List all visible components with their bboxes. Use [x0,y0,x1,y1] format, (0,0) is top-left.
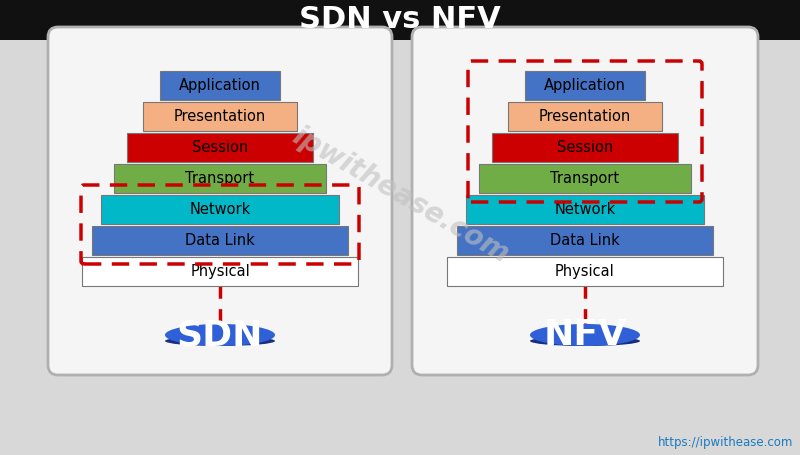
FancyBboxPatch shape [143,102,297,131]
FancyBboxPatch shape [127,133,313,162]
Text: Presentation: Presentation [174,109,266,124]
FancyBboxPatch shape [92,226,348,255]
FancyBboxPatch shape [525,71,645,100]
FancyBboxPatch shape [82,257,358,286]
FancyBboxPatch shape [412,27,758,375]
Text: Data Link: Data Link [185,233,255,248]
Text: Transport: Transport [550,171,619,186]
Text: ipwithease.com: ipwithease.com [286,121,514,268]
Ellipse shape [165,324,275,346]
Text: Network: Network [190,202,250,217]
Ellipse shape [530,336,640,346]
FancyBboxPatch shape [479,164,691,193]
FancyBboxPatch shape [457,226,713,255]
FancyBboxPatch shape [508,102,662,131]
Text: https://ipwithease.com: https://ipwithease.com [658,436,793,449]
FancyBboxPatch shape [101,195,339,224]
Text: Physical: Physical [190,264,250,279]
Text: NFV: NFV [543,318,626,352]
FancyBboxPatch shape [48,27,392,375]
Text: SDN vs NFV: SDN vs NFV [299,5,501,35]
Text: Physical: Physical [555,264,615,279]
Text: Data Link: Data Link [550,233,620,248]
FancyBboxPatch shape [160,71,280,100]
FancyBboxPatch shape [447,257,723,286]
FancyBboxPatch shape [492,133,678,162]
Text: Transport: Transport [186,171,254,186]
Text: Application: Application [544,78,626,93]
Text: Presentation: Presentation [539,109,631,124]
Text: Session: Session [192,140,248,155]
Text: SDN: SDN [177,318,263,352]
Ellipse shape [530,324,640,346]
Text: Application: Application [179,78,261,93]
Ellipse shape [165,336,275,346]
FancyBboxPatch shape [466,195,704,224]
Text: Session: Session [557,140,613,155]
FancyBboxPatch shape [114,164,326,193]
Text: Network: Network [554,202,616,217]
FancyBboxPatch shape [0,0,800,40]
